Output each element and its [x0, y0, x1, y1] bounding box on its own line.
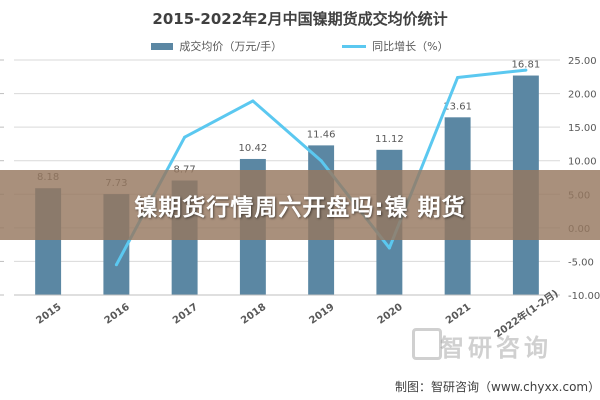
y-right-tick-label: 25.00 — [568, 56, 597, 67]
bar-data-label: 11.12 — [375, 134, 404, 145]
growth-point — [251, 99, 255, 103]
legend: 成交均价（万元/手） 同比增长（%） — [0, 38, 600, 54]
legend-swatch-bar — [151, 42, 174, 50]
y-right-tick-label: -5.00 — [568, 257, 594, 268]
y-right-tick-label: 20.00 — [568, 90, 597, 101]
watermark: 智研咨询 — [440, 334, 552, 362]
x-tick-label: 2021 — [444, 302, 473, 327]
bar-data-label: 13.61 — [443, 101, 472, 112]
growth-point — [183, 135, 187, 139]
bar-data-label: 16.81 — [512, 60, 541, 71]
x-tick-label: 2017 — [171, 302, 200, 327]
growth-point — [524, 68, 528, 72]
growth-point — [456, 75, 460, 79]
growth-point — [114, 263, 118, 267]
bar-data-label: 10.42 — [239, 143, 268, 154]
growth-point — [387, 246, 391, 250]
y-right-tick-label: -10.00 — [568, 291, 600, 302]
chart-title: 2015-2022年2月中国镍期货成交均价统计 — [152, 10, 448, 28]
legend-item-bar: 成交均价（万元/手） — [151, 38, 282, 54]
x-tick-label: 2019 — [307, 302, 336, 327]
banner-text: 镍期货行情周六开盘吗:镍 期货 — [134, 195, 466, 221]
source-note: 制图：智研咨询（www.chyxx.com） — [395, 380, 600, 394]
legend-label-bar: 成交均价（万元/手） — [179, 40, 283, 53]
legend-item-line: 同比增长（%） — [342, 38, 449, 54]
watermark-logo-icon — [412, 328, 442, 360]
x-tick-label: 2015 — [34, 302, 63, 327]
y-right-tick-label: 15.00 — [568, 123, 597, 134]
bar-data-label: 11.46 — [307, 129, 336, 140]
x-tick-label: 2020 — [376, 302, 405, 327]
growth-point — [319, 159, 323, 163]
legend-label-line: 同比增长（%） — [372, 40, 449, 53]
x-tick-label: 2018 — [239, 302, 268, 327]
y-right-tick-label: 10.00 — [568, 157, 597, 168]
x-tick-label: 2016 — [103, 302, 132, 327]
legend-swatch-line — [342, 44, 367, 48]
banner-overlay: 镍期货行情周六开盘吗:镍 期货 — [0, 170, 600, 240]
